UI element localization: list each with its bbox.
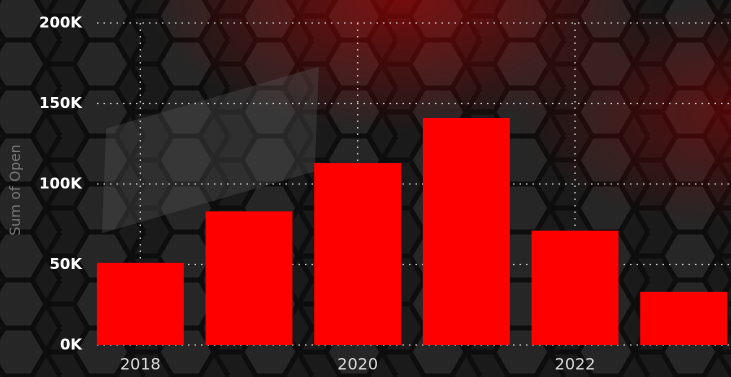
bar xyxy=(422,117,510,346)
y-tick-label: 100K xyxy=(39,175,83,193)
bar xyxy=(314,163,402,345)
x-tick-label: 2022 xyxy=(555,355,596,374)
bar xyxy=(531,230,619,345)
x-tick-label: 2018 xyxy=(120,355,161,374)
bar xyxy=(640,291,728,345)
y-axis-title: Sum of Open xyxy=(8,144,24,235)
background-logo xyxy=(102,66,319,234)
x-tick-label: 2020 xyxy=(337,355,378,374)
y-tick-label: 50K xyxy=(50,255,84,273)
y-tick-label: 200K xyxy=(39,14,83,32)
y-tick-label: 0K xyxy=(60,336,83,354)
bar xyxy=(96,262,184,345)
bar xyxy=(205,211,293,345)
y-tick-label: 150K xyxy=(39,94,83,112)
